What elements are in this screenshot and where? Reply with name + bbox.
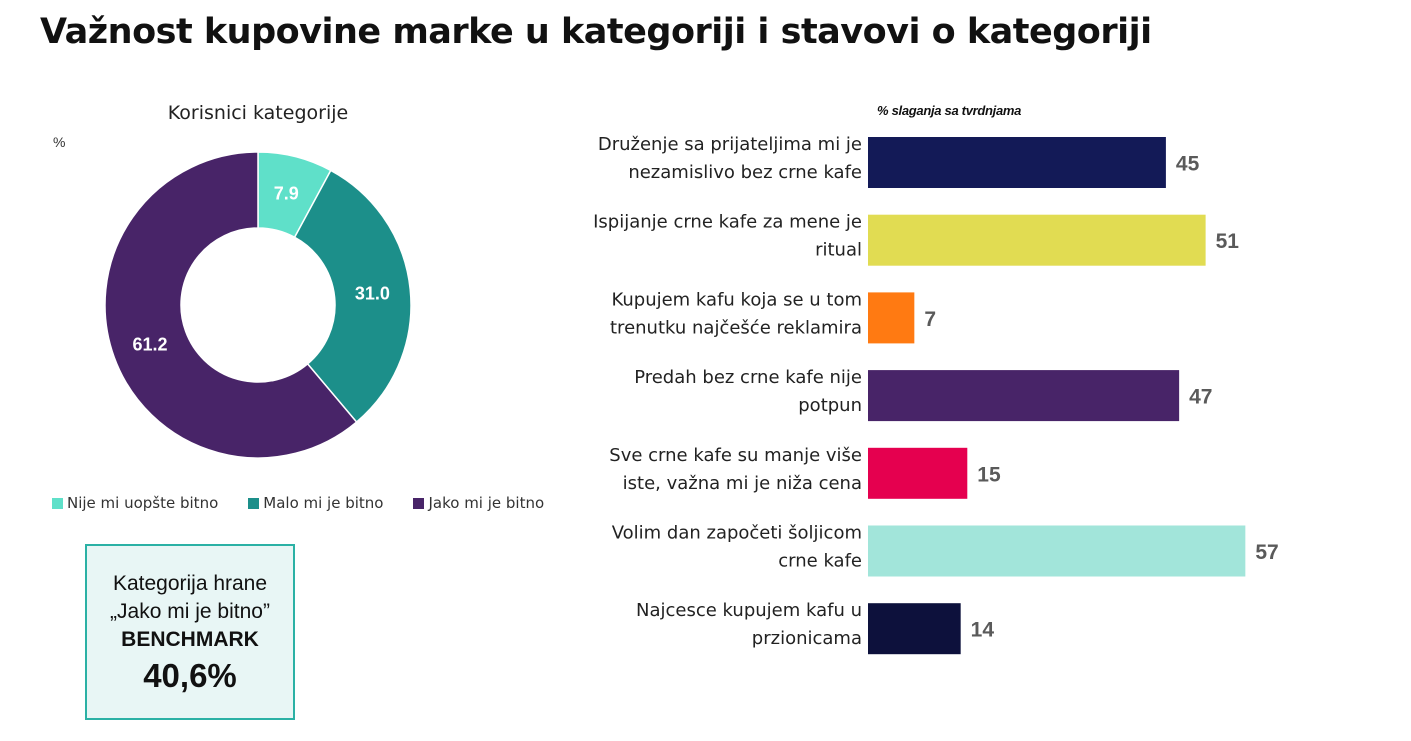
donut-legend: Nije mi uopšte bitno Malo mi je bitno Ja…: [52, 494, 544, 512]
donut-slice: [104, 151, 358, 459]
bar-value-label: 7: [924, 308, 936, 331]
benchmark-value: 40,6%: [143, 657, 237, 694]
bar: [868, 603, 961, 655]
bar: [868, 447, 968, 499]
bar-category-label: Druženje sa prijateljima mi je: [598, 134, 862, 155]
benchmark-box: Kategorija hrane „Jako mi je bitno” BENC…: [85, 544, 295, 720]
bar-category-label: Volim dan započeti šoljicom: [612, 523, 862, 544]
bar-value-label: 51: [1216, 230, 1240, 253]
bar-value-label: 47: [1189, 386, 1212, 409]
bar-category-label: Predah bez crne kafe nije: [634, 367, 862, 388]
donut-slice-label: 7.9: [274, 184, 299, 204]
donut-unit-label: %: [53, 134, 66, 150]
bar-category-label: Ispijanje crne kafe za mene je: [593, 212, 862, 233]
legend-label: Jako mi je bitno: [428, 494, 545, 512]
bar-value-label: 57: [1255, 541, 1278, 564]
legend-swatch: [248, 497, 260, 509]
bar-category-label: Najcesce kupujem kafu u: [636, 600, 862, 621]
bar-chart-title: % slaganja sa tvrdnjama: [877, 103, 1022, 118]
bar: [868, 525, 1246, 577]
legend-item-nije-bitno: Nije mi uopšte bitno: [52, 494, 218, 512]
bar: [868, 214, 1206, 266]
bar-value-label: 14: [971, 619, 995, 642]
bar-category-label: crne kafe: [778, 551, 862, 572]
bar-value-label: 45: [1176, 153, 1200, 176]
benchmark-label: BENCHMARK: [121, 628, 259, 651]
bar-category-label: nezamislivo bez crne kafe: [628, 162, 862, 183]
bar-category-label: przionicama: [752, 628, 862, 649]
bar-category-label: trenutku najčešće reklamira: [610, 317, 862, 338]
donut-chart: 7.9 31.0 61.2: [104, 151, 412, 459]
bar-category-label: potpun: [798, 395, 862, 416]
legend-item-malo-bitno: Malo mi je bitno: [248, 494, 383, 512]
bar-category-label: iste, važna mi je niža cena: [623, 473, 862, 494]
bar-value-label: 15: [977, 463, 1001, 486]
page-title: Važnost kupovine marke u kategoriji i st…: [40, 12, 1152, 52]
benchmark-answer: „Jako mi je bitno”: [110, 600, 270, 623]
legend-label: Malo mi je bitno: [263, 494, 384, 512]
legend-swatch: [413, 497, 425, 509]
legend-label: Nije mi uopšte bitno: [67, 494, 219, 512]
bar: [868, 292, 915, 344]
donut-slice: [293, 169, 412, 424]
donut-slice-label: 31.0: [355, 283, 390, 303]
bar-category-label: Sve crne kafe su manje više: [609, 445, 862, 466]
bar: [868, 370, 1180, 422]
benchmark-category: Kategorija hrane: [112, 572, 268, 595]
legend-item-jako-bitno: Jako mi je bitno: [413, 494, 544, 512]
legend-swatch: [52, 497, 63, 509]
bar: [868, 137, 1166, 188]
donut-chart-title: Korisnici kategorije: [167, 102, 349, 124]
bar-category-label: ritual: [815, 240, 862, 261]
donut-slice-label: 61.2: [132, 334, 167, 354]
bar-category-label: Kupujem kafu koja se u tom: [611, 289, 862, 310]
